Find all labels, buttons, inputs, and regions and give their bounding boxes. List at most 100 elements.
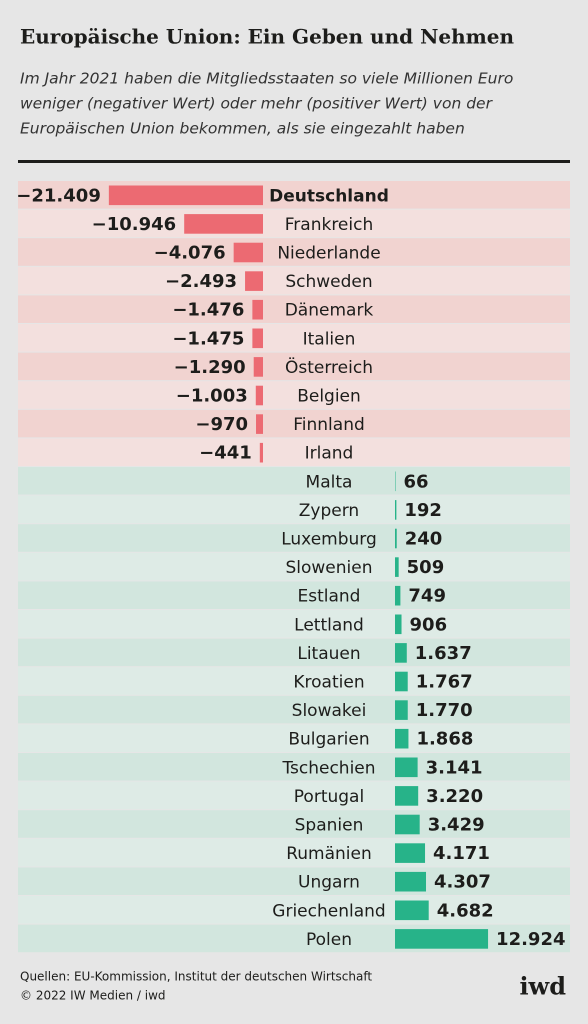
row-background xyxy=(18,409,570,438)
category-label: Rumänien xyxy=(286,844,372,864)
row-background xyxy=(18,524,570,552)
category-label: Slowenien xyxy=(285,558,372,578)
value-label: −21.409 xyxy=(16,185,101,206)
value-label: −4.076 xyxy=(154,243,226,264)
bar xyxy=(395,671,408,692)
category-label: Spanien xyxy=(295,816,364,836)
category-label: Frankreich xyxy=(285,215,374,235)
row-background xyxy=(18,753,570,781)
category-label: Luxemburg xyxy=(281,530,377,550)
category-label: Zypern xyxy=(299,501,359,521)
category-label: Malta xyxy=(306,472,353,492)
category-label: Slowakei xyxy=(292,701,367,721)
value-label: −2.493 xyxy=(165,271,237,292)
value-label: 4.682 xyxy=(437,900,494,921)
value-label: 66 xyxy=(403,471,428,492)
row-background xyxy=(18,896,570,924)
row-background xyxy=(18,724,570,752)
bar xyxy=(233,242,263,263)
row-background xyxy=(18,581,570,609)
bar xyxy=(395,786,419,806)
value-label: 12.924 xyxy=(496,929,565,950)
value-label: −1.475 xyxy=(172,328,244,349)
chart-title: Europäische Union: Ein Geben und Nehmen xyxy=(20,25,515,49)
bar xyxy=(395,500,397,520)
value-label: 3.429 xyxy=(428,815,485,836)
subtitle: Im Jahr 2021 haben die Mitgliedsstaaten … xyxy=(20,70,513,88)
value-label: 192 xyxy=(404,500,442,521)
value-label: 4.307 xyxy=(434,872,491,893)
row-background xyxy=(18,295,570,323)
value-label: 3.220 xyxy=(426,786,483,807)
subtitle: weniger (negativer Wert) oder mehr (posi… xyxy=(20,95,494,113)
row-background xyxy=(18,209,570,238)
value-label: −10.946 xyxy=(92,214,177,235)
category-label: Schweden xyxy=(285,272,372,292)
row-background xyxy=(18,238,570,266)
row-background xyxy=(18,810,570,838)
bar xyxy=(395,900,429,921)
value-label: 3.141 xyxy=(426,757,483,778)
category-label: Irland xyxy=(305,444,354,464)
category-label: Deutschland xyxy=(269,186,389,206)
bar xyxy=(395,757,418,778)
row-background xyxy=(18,867,570,895)
value-label: −441 xyxy=(199,443,252,464)
row-background xyxy=(18,781,570,810)
category-label: Estland xyxy=(298,587,361,607)
rows: −21.409 Deutschland −10.946 Frankreich −4.07… xyxy=(16,181,570,953)
category-label: Dänemark xyxy=(285,301,374,321)
bar xyxy=(252,328,263,349)
row-background xyxy=(18,552,570,581)
category-label: Litauen xyxy=(297,644,360,664)
value-label: 1.868 xyxy=(416,729,473,750)
bar xyxy=(395,585,401,606)
category-label: Österreich xyxy=(285,356,373,378)
row-background xyxy=(18,610,570,638)
source: © 2022 IW Medien / iwd xyxy=(20,989,166,1003)
category-label: Niederlande xyxy=(277,244,380,264)
value-label: 509 xyxy=(407,557,445,578)
subtitle: Europäischen Union bekommen, als sie ein… xyxy=(20,120,465,138)
bar xyxy=(395,614,402,635)
bar xyxy=(253,357,263,377)
category-label: Kroatien xyxy=(293,673,364,693)
category-label: Griechenland xyxy=(272,901,385,921)
value-label: −1.476 xyxy=(172,300,244,321)
value-label: −970 xyxy=(195,414,248,435)
row-background xyxy=(18,695,570,724)
bar xyxy=(184,214,263,234)
category-label: Tschechien xyxy=(281,758,375,778)
bar xyxy=(395,643,407,663)
category-label: Belgien xyxy=(297,387,361,407)
bar xyxy=(256,414,263,434)
value-label: 906 xyxy=(410,614,448,635)
source: Quellen: EU-Kommission, Institut der deu… xyxy=(20,970,372,984)
category-label: Finnland xyxy=(293,415,365,435)
row-background xyxy=(18,467,570,495)
value-label: 1.770 xyxy=(416,700,473,721)
value-label: 4.171 xyxy=(433,843,490,864)
bar xyxy=(395,728,409,749)
bar xyxy=(395,871,427,892)
row-background xyxy=(18,266,570,295)
bar xyxy=(108,185,264,206)
category-label: Italien xyxy=(303,329,356,349)
row-background xyxy=(18,667,570,695)
row-background xyxy=(18,324,570,352)
bar xyxy=(395,929,489,949)
bar xyxy=(252,299,263,320)
bar xyxy=(395,843,426,863)
value-label: −1.003 xyxy=(176,386,248,407)
category-label: Polen xyxy=(306,930,352,950)
row-background xyxy=(18,495,570,524)
value-label: 1.637 xyxy=(415,643,472,664)
category-label: Portugal xyxy=(294,787,364,807)
bar xyxy=(395,700,408,720)
bar xyxy=(395,557,399,577)
value-label: −1.290 xyxy=(174,357,246,378)
bar xyxy=(395,528,397,549)
bar xyxy=(259,442,263,463)
row-background xyxy=(18,838,570,867)
